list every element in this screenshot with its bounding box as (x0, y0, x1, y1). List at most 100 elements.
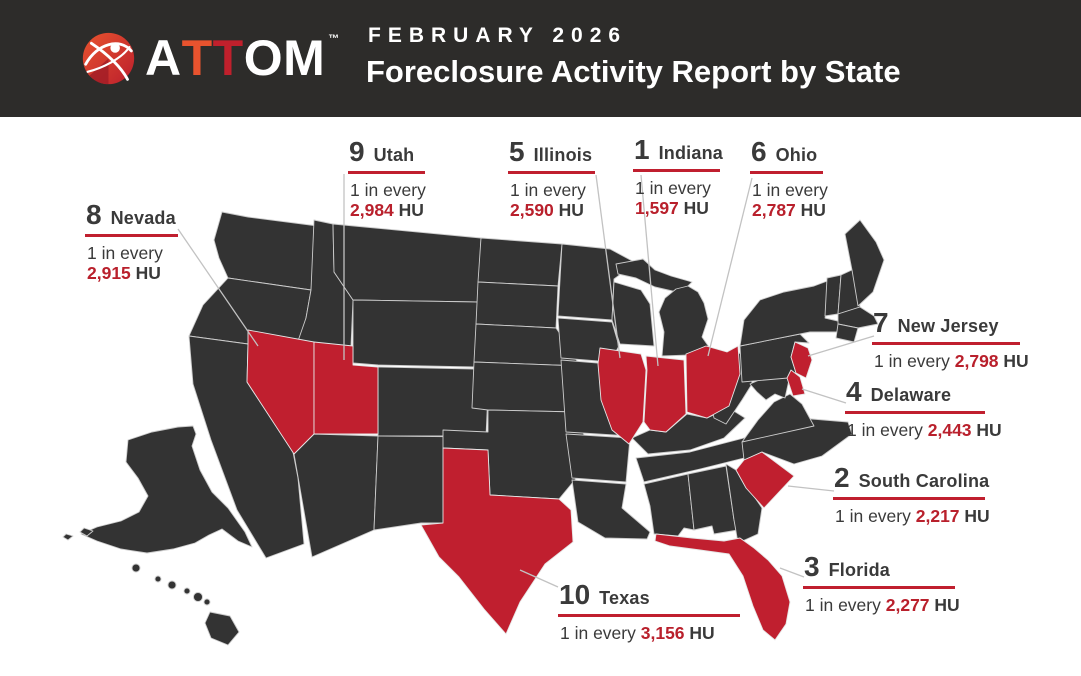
brand-letter: A (145, 30, 182, 86)
hawaii-island (154, 575, 162, 583)
state-name: South Carolina (858, 471, 990, 491)
state-name: Utah (373, 145, 415, 165)
state-wyoming (352, 299, 479, 368)
state-virginia (741, 393, 815, 443)
leader-texas (519, 569, 559, 588)
rank-number: 3 (804, 551, 820, 582)
leader-delaware (801, 388, 847, 404)
state-utah-highlighted (313, 341, 379, 435)
callout-header: 4 Delaware (845, 376, 985, 414)
callout-texas: 10 Texas 1 in every 3,156 HU (558, 579, 740, 643)
alaska-island (62, 533, 74, 541)
state-michigan (658, 285, 710, 357)
state-south-carolina-highlighted (735, 451, 795, 509)
state-north-dakota (477, 237, 563, 287)
hawaii-big-island (204, 611, 240, 646)
state-arkansas (565, 433, 631, 483)
callout-florida: 3 Florida 1 in every 2,277 HU (803, 551, 960, 615)
rank-number: 9 (349, 136, 365, 167)
state-name: Nevada (110, 208, 176, 228)
header-bar: A T T O M ™ FEBRUARY 2026 Foreclosure Ac… (0, 0, 1081, 117)
callout-header: 5 Illinois (508, 138, 595, 174)
callout-header: 3 Florida (803, 551, 955, 589)
callout-nevada: 8 Nevada 1 in every 2,915 HU (85, 199, 178, 283)
rank-number: 2 (834, 462, 850, 493)
brand-letter: T (212, 30, 244, 86)
rank-number: 7 (873, 307, 889, 338)
leader-ohio (707, 177, 753, 357)
state-name: New Jersey (897, 316, 999, 336)
state-south-dakota (475, 281, 559, 329)
callout-illinois: 5 Illinois 1 in every 2,590 HU (508, 138, 595, 221)
state-indiana-highlighted (643, 355, 687, 433)
state-minnesota (557, 243, 637, 321)
state-name: Texas (599, 588, 650, 608)
rate-text: 1 in every 1,597 HU (635, 178, 711, 219)
leader-florida (779, 567, 805, 578)
attom-logo: A T T O M ™ (80, 30, 340, 87)
state-ohio-highlighted (685, 345, 741, 419)
callout-header: 8 Nevada (85, 199, 178, 237)
callout-header: 6 Ohio (750, 136, 823, 174)
rate-text: 1 in every 2,590 HU (510, 180, 586, 221)
state-name: Ohio (775, 145, 818, 165)
callout-utah: 9 Utah 1 in every 2,984 HU (348, 136, 426, 221)
brand-letter: O (243, 30, 284, 86)
state-wisconsin (611, 281, 655, 347)
rank-number: 4 (846, 376, 862, 407)
state-delaware-highlighted (786, 369, 806, 397)
hawaii-island (167, 580, 177, 590)
hawaii-island (203, 598, 211, 606)
leader-new-jersey (807, 335, 875, 357)
rate-text: 1 in every 2,787 HU (752, 180, 828, 221)
brand-wordmark: A T T O M ™ (145, 30, 340, 87)
callout-header: 7 New Jersey (872, 307, 1020, 345)
callout-delaware: 4 Delaware 1 in every 2,443 HU (845, 376, 1002, 440)
leader-south-carolina (787, 485, 835, 492)
callout-new-jersey: 7 New Jersey 1 in every 2,798 HU (872, 307, 1029, 371)
brand-letter: T (181, 30, 213, 86)
callout-header: 10 Texas (558, 579, 740, 617)
rank-number: 6 (751, 136, 767, 167)
rank-number: 8 (86, 199, 102, 230)
rate-text: 1 in every 2,443 HU (847, 420, 1002, 440)
rank-number: 10 (559, 579, 591, 610)
state-louisiana (571, 479, 651, 540)
hawaii-island (193, 592, 203, 602)
state-maine (844, 219, 885, 307)
state-name: Delaware (870, 385, 952, 405)
leader-indiana (640, 174, 659, 367)
globe-network-icon (82, 32, 135, 85)
brand-letter: M (283, 30, 326, 86)
rate-text: 1 in every 2,217 HU (835, 506, 990, 526)
state-mississippi (643, 473, 695, 537)
leader-illinois (595, 174, 621, 359)
rate-text: 1 in every 3,156 HU (560, 623, 715, 643)
callout-ohio: 6 Ohio 1 in every 2,787 HU (750, 136, 828, 221)
alaska-island (79, 527, 94, 537)
report-date: FEBRUARY 2026 (368, 24, 628, 47)
callout-header: 9 Utah (348, 136, 425, 174)
state-montana (332, 223, 482, 303)
state-florida-highlighted (654, 533, 791, 641)
rate-text: 1 in every 2,798 HU (874, 351, 1029, 371)
state-name: Illinois (533, 145, 593, 165)
rate-text: 1 in every 2,984 HU (350, 180, 426, 221)
leader-nevada (177, 228, 259, 347)
state-name: Florida (828, 560, 890, 580)
state-texas-highlighted (420, 447, 574, 635)
rate-text: 1 in every 2,277 HU (805, 595, 960, 615)
state-illinois-highlighted (597, 347, 647, 445)
hawaii-island (183, 587, 191, 595)
trademark-mark: ™ (328, 33, 340, 45)
state-alaska (80, 425, 253, 554)
callout-header: 2 South Carolina (833, 462, 989, 500)
page-title: Foreclosure Activity Report by State (366, 54, 901, 89)
callout-indiana: 1 Indiana 1 in every 1,597 HU (633, 134, 723, 219)
state-new-jersey-highlighted (790, 341, 813, 379)
callout-header: 1 Indiana (633, 134, 723, 172)
state-name: Indiana (658, 143, 723, 163)
rank-number: 1 (634, 134, 650, 165)
